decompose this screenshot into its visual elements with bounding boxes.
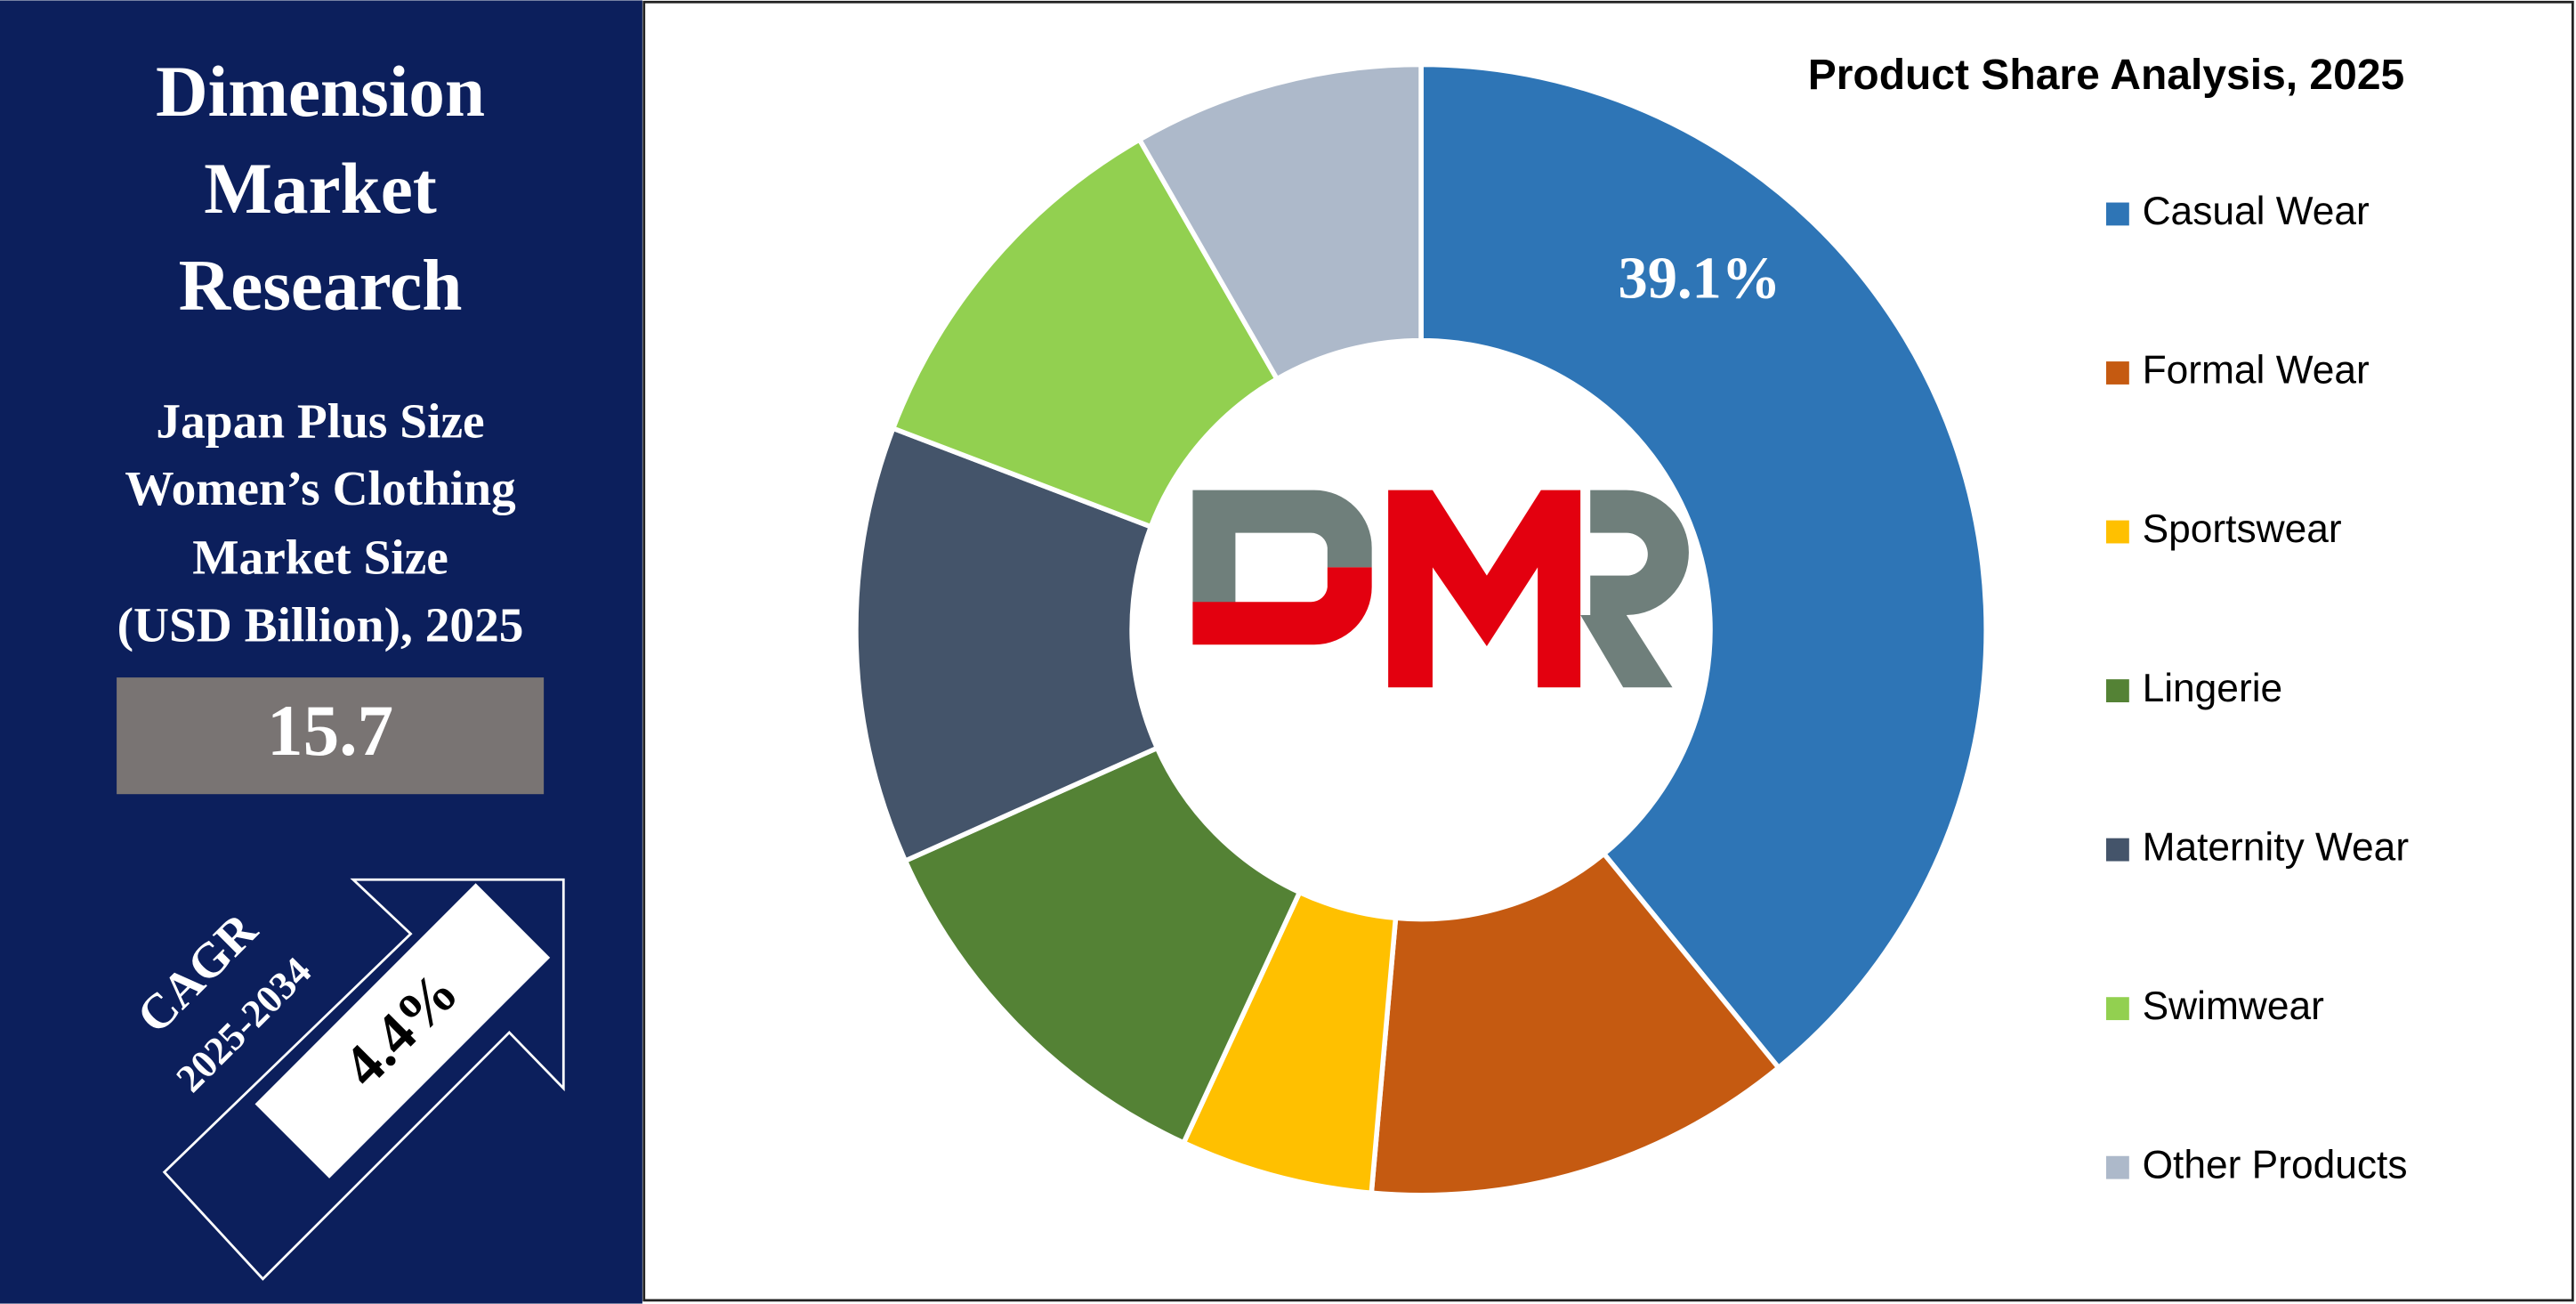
legend-swatch <box>2105 1155 2129 1179</box>
legend-swatch <box>2105 679 2129 702</box>
legend-label: Formal Wear <box>2143 349 2370 393</box>
donut-slice <box>1369 850 1782 1198</box>
donut-slice <box>1418 61 1989 1072</box>
legend: Casual Wear Formal Wear Sportswear Lingerie… <box>2105 190 2410 1187</box>
market-label: Market Size <box>192 531 448 585</box>
legend-swatch <box>2105 361 2129 385</box>
donut-slice <box>1135 61 1424 383</box>
legend-label: Other Products <box>2143 1143 2408 1187</box>
market-label: (USD Billion), 2025 <box>117 597 524 652</box>
legend-label: Swimwear <box>2143 984 2325 1028</box>
cagr-box <box>254 883 551 1178</box>
donut-slice <box>890 136 1280 531</box>
brand-line: Market <box>204 149 437 229</box>
legend-label: Maternity Wear <box>2143 825 2410 869</box>
data-label: 39.1% <box>1618 247 1781 312</box>
market-label: Japan Plus Size <box>156 393 484 448</box>
cagr-arrow <box>162 878 565 1281</box>
donut-slice <box>901 744 1304 1146</box>
legend-swatch <box>2105 997 2129 1021</box>
market-label: Women’s Clothing <box>125 461 516 515</box>
value-box <box>117 677 545 795</box>
brand-line: Dimension <box>156 52 485 132</box>
legend-label: Lingerie <box>2143 667 2283 710</box>
brand-line: Research <box>179 246 463 326</box>
legend-label: Casual Wear <box>2143 190 2370 233</box>
legend-swatch <box>2105 838 2129 862</box>
market-value: 15.7 <box>267 691 393 771</box>
donut-slice <box>853 425 1161 864</box>
legend-label: Sportswear <box>2143 507 2342 551</box>
chart-title: Product Share Analysis, 2025 <box>1808 52 2405 99</box>
legend-swatch <box>2105 520 2129 544</box>
logo <box>1192 490 1689 688</box>
legend-swatch <box>2105 202 2129 226</box>
donut: 39.1% <box>853 61 1989 1198</box>
